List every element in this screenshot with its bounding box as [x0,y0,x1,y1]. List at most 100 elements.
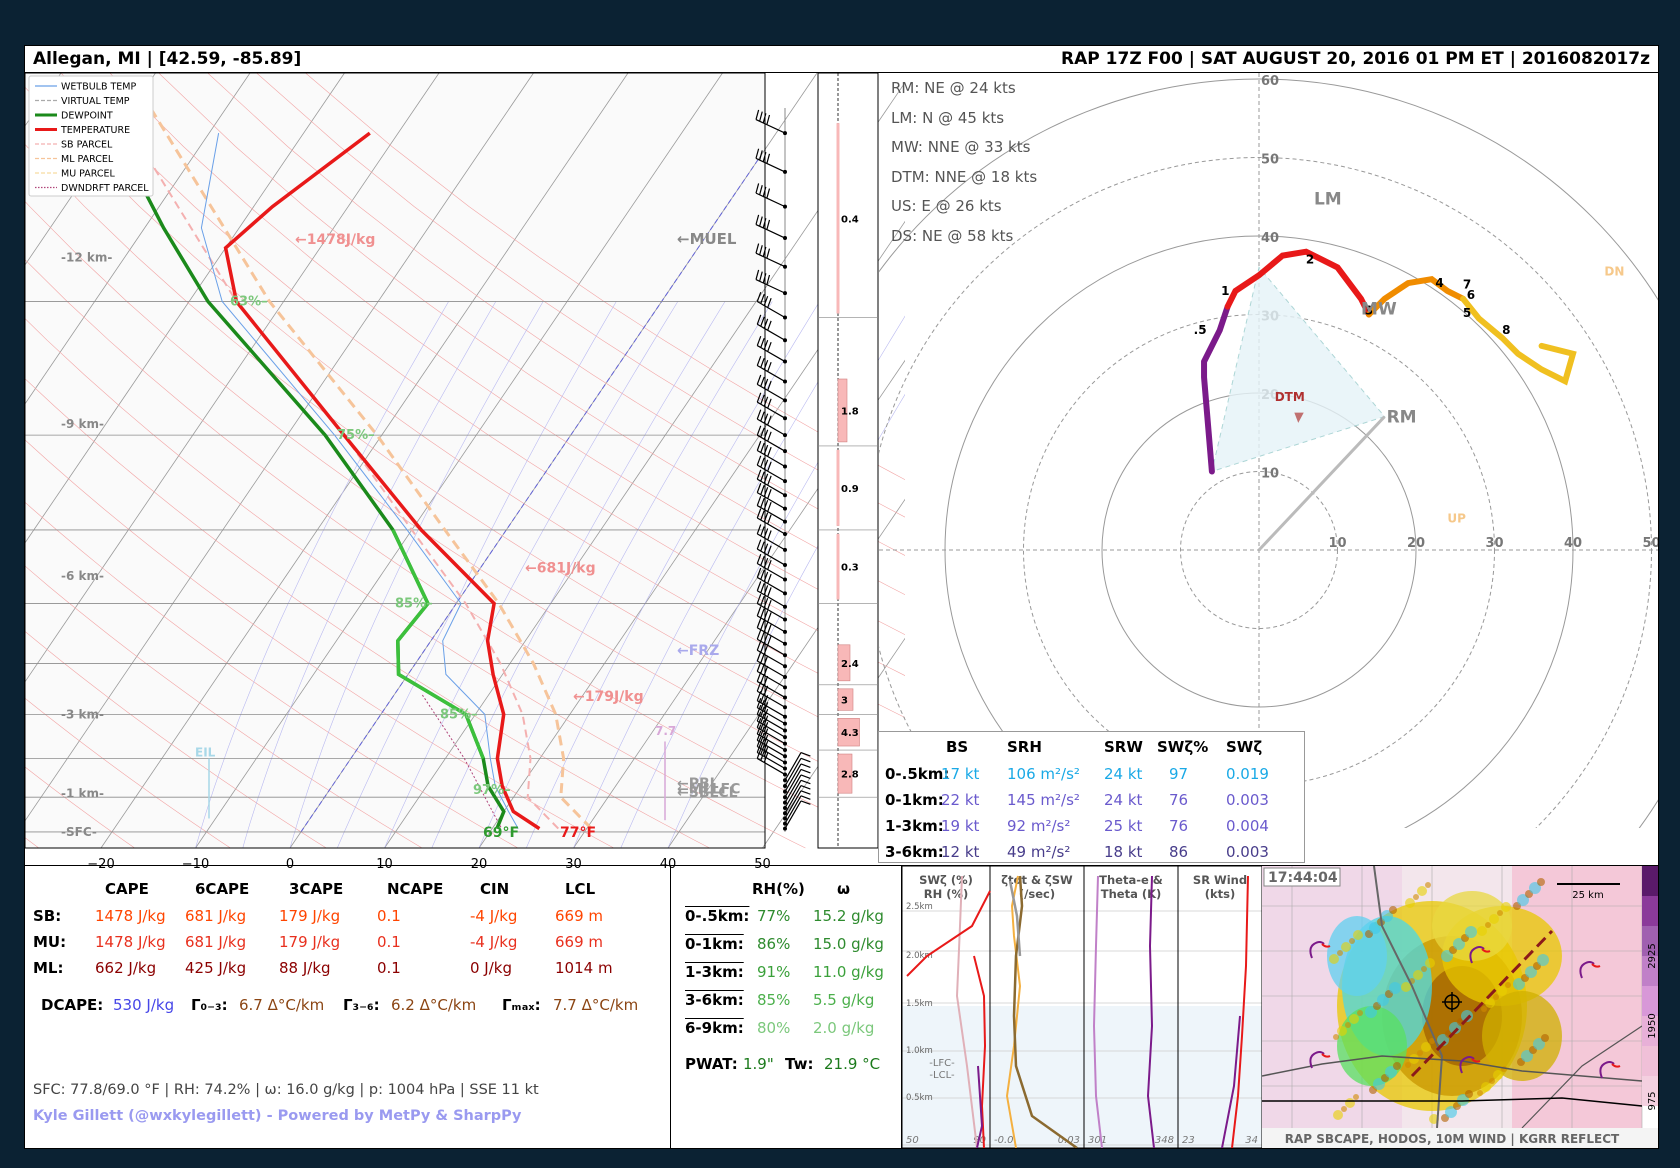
barb-dot [783,338,787,343]
moisture-row-label: 0-1km: [685,935,744,953]
barb-dot [783,754,787,759]
sb-parcel-line [114,103,560,830]
srh-area [1211,266,1386,473]
moisture-rh: 86% [757,935,791,953]
barb-flag [756,409,762,420]
barb-shaft [756,563,786,581]
barb-shaft [784,763,802,792]
shear-table: BS SRH SRW SWζ% SWζ 0-.5km: 17 kt 106 m²/s… [878,731,1305,863]
barb-dot [783,416,787,421]
barb-dot [783,811,787,816]
barb-flag [760,620,765,630]
reflectivity-speckle [1417,1050,1423,1056]
shear-cell: 22 kt [941,791,980,809]
barb-flag [763,685,769,696]
barb-dot [783,705,787,710]
reflectivity-speckle [1373,1078,1385,1090]
wind-barb [756,335,787,364]
wind-barb [783,763,811,794]
reflectivity-speckle [1485,998,1495,1008]
dry-adiabat [25,143,905,761]
wind-barb [756,742,787,771]
barb-flag [767,297,772,308]
tw-label: Tw: [785,1055,814,1073]
barb-flag [760,750,765,761]
barb-flag [767,545,772,556]
barb-flag [760,442,765,453]
parcel-cell: 1478 J/kg [95,933,166,951]
reflectivity-speckle [1541,1034,1549,1042]
barb-flag [756,681,762,692]
capebar-swatch [1642,1046,1658,1076]
barb-shaft [784,785,802,814]
swz-curve-lower [973,955,987,1148]
scale-label: 25 km [1572,890,1603,901]
barb-flag [763,715,769,726]
barb-flag [763,318,769,329]
reflectivity-speckle [1413,970,1423,980]
wind-barb [756,508,787,537]
barb-flag [767,415,772,426]
hodo-ring [879,157,1652,828]
radar-caption: RAP SBCAPE, HODOS, 10M WIND | KGRR REFLE… [1285,1132,1620,1146]
reflectivity-speckle [1525,966,1537,978]
capebar-swatch [1642,1016,1658,1046]
barb-dot [783,748,787,753]
barb-flag [763,708,769,719]
barb-flag [767,573,772,584]
shear-cell: 25 kt [1104,817,1143,835]
dewpoint-line-mid [391,529,485,760]
barb-dot [783,236,787,241]
height-label: -1 km- [61,787,104,801]
barb-flag [756,651,762,662]
barb-dot [783,131,787,136]
radar-time: 17:44:04 [1268,870,1338,886]
wind-barb [756,661,787,690]
barb-flag [767,501,772,512]
barb-flag [763,728,769,739]
wind-barb [756,524,787,552]
parcel-cell: 0.1 [377,933,401,951]
barb-flag [760,642,765,653]
moist-adiabat [337,301,617,849]
reflectivity-speckle [1505,982,1511,988]
reflectivity-speckle [1357,1010,1363,1016]
barb-flag [763,543,769,554]
barb-flag [763,633,769,644]
table-divider [670,866,671,1148]
wind-barb [783,768,811,800]
bottom-divider [25,865,1658,866]
profile-axis-min: 23 [1182,1135,1195,1146]
barb-dot [783,591,787,596]
barb-shaft [784,790,802,819]
motion-ds: DS: NE @ 58 kts [891,226,1014,245]
barb-flag [760,663,765,674]
barb-flag [756,440,762,451]
shear-cell: 0.019 [1226,765,1269,783]
shear-cell: 0.003 [1226,791,1269,809]
height-label: -3 km- [61,707,104,721]
dry-adiabat [25,565,423,849]
lapse-bar [837,753,853,794]
barb-flag [762,218,767,229]
motion-rm: RM: NE @ 24 kts [891,79,1016,97]
barb-flag [767,489,772,499]
barb-dot [783,449,787,454]
reflectivity-speckle [1329,954,1339,964]
parcel-cell: 0.1 [377,959,401,977]
barb-flag [756,748,762,759]
dtm-label: DTM [1275,390,1305,404]
profile-height-label: 2.0km [906,951,933,961]
reflectivity-speckle [1393,1062,1401,1070]
barb-shaft [756,383,786,401]
reflectivity-speckle [1481,1082,1491,1092]
barb-flag [767,361,772,372]
rm-vector [1257,415,1386,552]
barb-flag [767,446,772,457]
barb-flag [763,571,769,582]
barb-flag [760,541,765,552]
reflectivity-speckle [1341,1106,1347,1112]
barb-flag [760,316,765,327]
reflectivity-speckle [1345,1022,1351,1028]
parcel-cell: 179 J/kg [279,933,341,951]
